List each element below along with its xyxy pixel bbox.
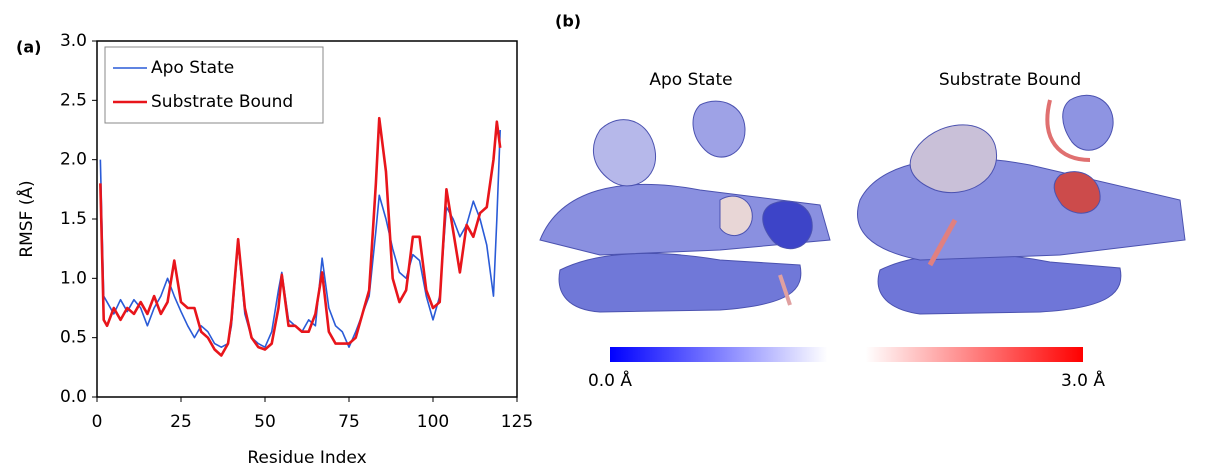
colorbar-label: 0.0 Å bbox=[588, 369, 632, 391]
x-tick-label: 125 bbox=[501, 412, 533, 432]
y-tick-label: 2.0 bbox=[60, 150, 87, 170]
x-tick-label: 75 bbox=[338, 412, 360, 432]
y-axis-label: RMSF (Å) bbox=[15, 180, 37, 257]
y-tick-label: 0.0 bbox=[60, 387, 87, 407]
y-tick-label: 0.5 bbox=[60, 328, 87, 348]
figure: (a) (b) Apo State Substrate Bound 0.0 0.5… bbox=[0, 0, 1208, 470]
x-axis-label: Residue Index bbox=[247, 448, 366, 468]
structure-title: Apo State bbox=[649, 70, 732, 90]
structure-title: Substrate Bound bbox=[939, 70, 1081, 90]
apo-structure bbox=[540, 101, 830, 312]
y-tick-label: 1.5 bbox=[60, 209, 87, 229]
x-tick-label: 100 bbox=[417, 412, 449, 432]
substrate-structure bbox=[858, 95, 1186, 314]
y-tick-label: 3.0 bbox=[60, 31, 87, 51]
legend-label: Apo State bbox=[151, 58, 234, 78]
y-tick-label: 2.5 bbox=[60, 90, 87, 110]
x-tick-label: 0 bbox=[92, 412, 103, 432]
panel-label: (a) bbox=[16, 38, 41, 57]
colorbar bbox=[610, 347, 1083, 362]
y-tick-label: 1.0 bbox=[60, 268, 87, 288]
colorbar-label: 3.0 Å bbox=[1061, 369, 1105, 391]
legend-label: Substrate Bound bbox=[151, 92, 293, 112]
series-line bbox=[100, 118, 500, 355]
panel-label: (b) bbox=[555, 12, 581, 31]
x-tick-label: 25 bbox=[170, 412, 192, 432]
x-tick-label: 50 bbox=[254, 412, 276, 432]
